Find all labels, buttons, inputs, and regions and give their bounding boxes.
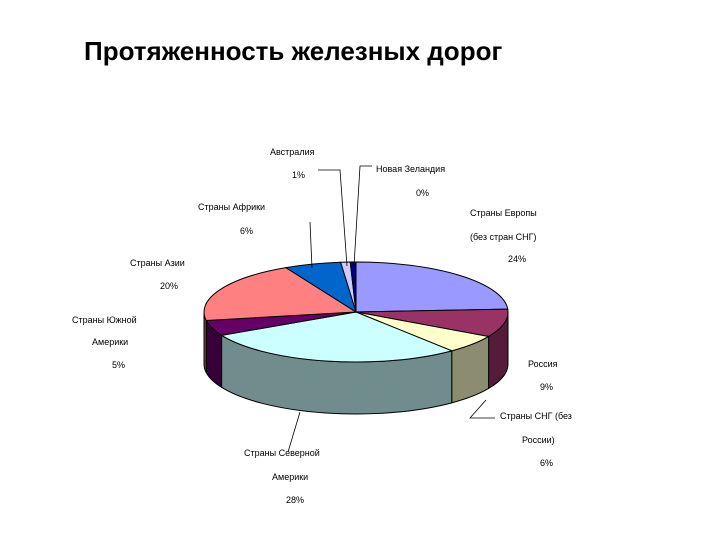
slice-label-6-line-0: Страны Африки — [198, 202, 265, 212]
slice-label-8-line-0: Новая Зеландия — [376, 164, 445, 174]
slice-percent-5: 20% — [160, 281, 178, 291]
slice-percent-4: 5% — [112, 360, 125, 370]
slice-percent-1: 9% — [540, 382, 553, 392]
slice-label-1-line-0: Россия — [528, 359, 558, 369]
slice-label-5-line-0: Страны Азии — [130, 258, 185, 268]
slice-5 — [203, 267, 358, 321]
pie-tops — [203, 261, 509, 363]
slice-percent-8: 0% — [416, 188, 429, 198]
slice-label-4-line-1: Америки — [92, 337, 128, 347]
slice-0 — [355, 261, 509, 313]
slice-3 — [220, 311, 454, 363]
slice-8 — [349, 261, 357, 313]
slice-percent-3: 28% — [286, 495, 304, 505]
leader-line-3 — [287, 411, 301, 453]
slice-label-3-line-0: Страны Северной — [244, 448, 320, 458]
slice-labels: Страны Европы (без стран СНГ) 24% Россия 9% С… — [72, 147, 572, 505]
slice-side-5 — [203, 311, 207, 373]
slice-1 — [355, 308, 509, 337]
slice-label-3-line-1: Америки — [272, 472, 308, 482]
slice-percent-0: 24% — [508, 254, 526, 264]
slice-label-7-line-0: Австралия — [270, 147, 315, 157]
slice-label-2-line-0: Страны СНГ (без — [500, 411, 572, 421]
slice-percent-6: 6% — [240, 226, 253, 236]
slice-percent-7: 1% — [292, 170, 305, 180]
slice-percent-2: 6% — [540, 458, 553, 468]
leader-line-7 — [318, 169, 348, 267]
pie-sides — [203, 311, 509, 415]
slice-label-2-line-1: России) — [522, 435, 555, 445]
leader-line-8 — [353, 165, 372, 267]
leader-lines — [287, 165, 495, 453]
chart-title: Протяженность железных дорог — [84, 36, 503, 66]
slice-label-0-line-0: Страны Европы — [470, 208, 537, 218]
leader-line-6 — [309, 221, 313, 269]
slice-label-4-line-0: Страны Южной — [72, 315, 137, 325]
slice-label-0-line-1: (без стран СНГ) — [470, 232, 536, 242]
leader-line-2 — [469, 399, 495, 419]
